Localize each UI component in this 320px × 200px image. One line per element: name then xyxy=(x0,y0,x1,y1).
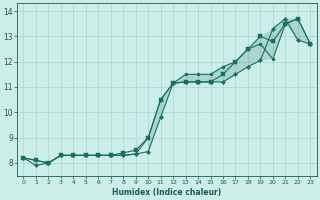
Polygon shape xyxy=(148,19,310,152)
X-axis label: Humidex (Indice chaleur): Humidex (Indice chaleur) xyxy=(112,188,221,197)
